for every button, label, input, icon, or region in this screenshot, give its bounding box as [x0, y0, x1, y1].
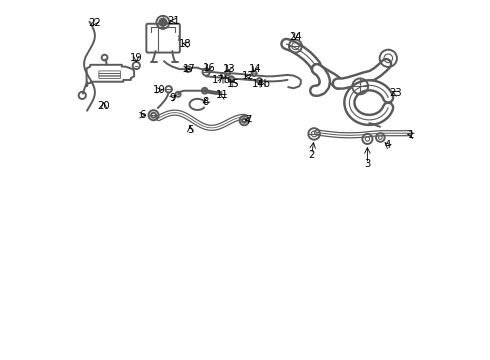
Text: 18: 18 [179, 39, 192, 49]
Text: 16: 16 [203, 63, 216, 73]
Text: 10: 10 [153, 85, 166, 95]
Text: 23: 23 [389, 88, 402, 98]
Text: 17b: 17b [212, 75, 231, 85]
Text: 12: 12 [242, 71, 254, 81]
Text: 4: 4 [384, 140, 391, 150]
Text: 14b: 14b [252, 78, 270, 89]
Circle shape [159, 19, 167, 26]
Text: 14: 14 [248, 64, 261, 74]
Text: 1: 1 [407, 130, 414, 140]
Text: 15: 15 [227, 78, 240, 89]
Text: 20: 20 [98, 101, 110, 111]
Text: 13: 13 [222, 64, 235, 74]
Text: 11: 11 [216, 90, 229, 100]
Circle shape [228, 76, 234, 82]
Text: 24: 24 [289, 32, 302, 42]
Text: 3: 3 [364, 159, 370, 169]
Text: 7: 7 [245, 114, 252, 125]
Text: 19: 19 [130, 53, 143, 63]
Text: 6: 6 [139, 110, 146, 120]
Text: 2: 2 [308, 150, 315, 160]
Text: 17: 17 [183, 64, 196, 74]
Text: 22: 22 [88, 18, 101, 28]
Text: 8: 8 [202, 96, 209, 107]
Text: 5: 5 [187, 125, 194, 135]
Text: 9: 9 [169, 93, 175, 103]
Text: 21: 21 [168, 16, 180, 26]
